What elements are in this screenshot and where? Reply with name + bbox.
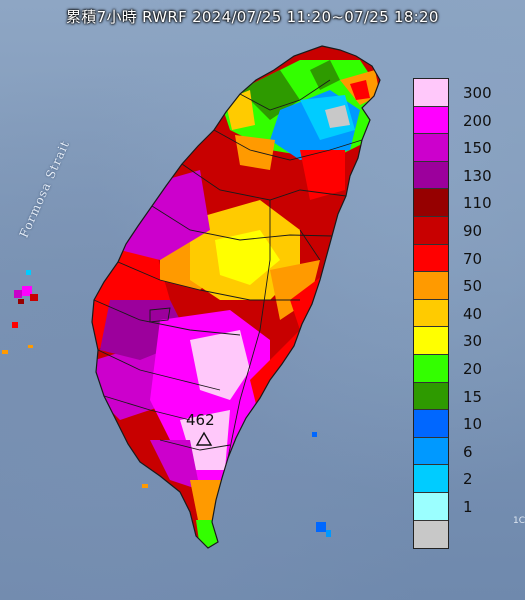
legend-swatch	[414, 299, 448, 328]
color-legend	[413, 78, 449, 550]
legend-swatch	[414, 106, 448, 135]
map-title: 累積7小時 RWRF 2024/07/25 11:20~07/25 18:20	[66, 8, 439, 26]
peak-triangle-icon	[195, 431, 213, 446]
legend-swatch	[414, 216, 448, 245]
offshore-echoes	[2, 270, 331, 537]
legend-label: 15	[463, 387, 483, 406]
legend-swatch	[414, 79, 448, 107]
legend-swatch	[414, 465, 448, 493]
legend-label: 110	[463, 194, 492, 213]
legend-label: 200	[463, 111, 492, 130]
legend-label: 1	[463, 498, 473, 516]
legend-swatch	[414, 244, 448, 273]
legend-swatch	[414, 492, 448, 521]
legend-label: 70	[463, 249, 483, 268]
legend-swatch	[414, 161, 448, 190]
legend-swatch	[414, 134, 448, 162]
legend-label: 40	[463, 304, 483, 323]
county-borders	[93, 79, 363, 459]
corner-fragment-text: 1C	[513, 516, 525, 526]
legend-label: 30	[463, 332, 483, 351]
legend-label: 150	[463, 139, 492, 158]
legend-label: 50	[463, 277, 483, 296]
legend-label: 300	[463, 84, 492, 102]
legend-swatch	[414, 327, 448, 355]
legend-label: 90	[463, 222, 483, 240]
legend-label: 6	[463, 442, 473, 461]
peak-value-label: 462	[186, 411, 215, 429]
legend-swatch	[414, 189, 448, 217]
legend-swatch	[414, 272, 448, 300]
legend-swatch	[414, 410, 448, 438]
legend-label: 10	[463, 415, 483, 434]
legend-swatch	[414, 354, 448, 383]
legend-swatch	[414, 382, 448, 411]
legend-label: 20	[463, 360, 483, 378]
legend-swatch	[414, 520, 448, 549]
legend-label: 130	[463, 166, 492, 185]
rainfall-field	[92, 46, 380, 548]
legend-label: 2	[463, 470, 473, 489]
legend-swatch	[414, 437, 448, 466]
